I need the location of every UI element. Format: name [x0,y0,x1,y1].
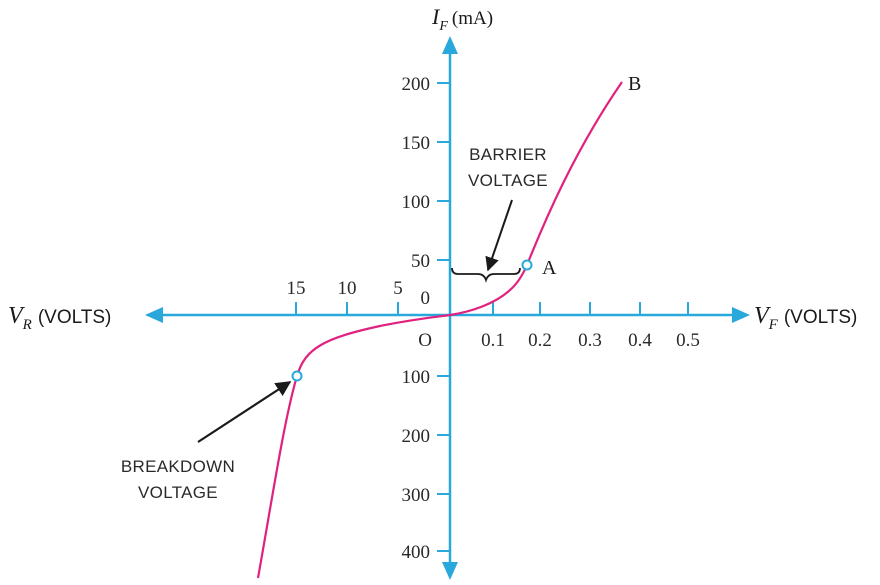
current-tick-label: 100 [402,367,431,388]
breakdown-voltage-arrow [197,381,292,443]
current-tick-label: 300 [402,485,431,506]
origin-label: O [418,330,432,351]
current-tick-label: 50 [411,251,430,272]
point-a-marker [521,259,533,271]
voltage-tick-label: 0.5 [676,330,700,351]
x-axis-positive-title: VF (VOLTS) [754,303,857,333]
x-axis-left-arrowhead [145,307,163,323]
x-axis-negative-title: VR (VOLTS) [8,303,111,333]
vi-characteristic-curve [256,81,623,579]
axes [145,36,750,580]
breakdown-point-marker [291,370,303,382]
tick-marks [295,82,689,552]
current-tick-label: 200 [402,74,431,95]
breakdown-voltage-label: BREAKDOWN [121,457,235,476]
zero-label: 0 [421,288,431,309]
point-b-label: B [628,73,641,95]
barrier-voltage-label: VOLTAGE [468,171,548,190]
barrier-voltage-annotation: BARRIER VOLTAGE [451,145,548,283]
y-axis-top-arrowhead [442,36,458,54]
tick-labels: 200 150 100 50 0 O 100 200 300 400 0.1 0… [287,74,700,563]
barrier-voltage-arrow [485,199,513,272]
barrier-voltage-label: BARRIER [469,145,547,164]
voltage-tick-label: 0.2 [528,330,552,351]
voltage-tick-label: 0.4 [628,330,652,351]
breakdown-voltage-label: VOLTAGE [138,483,218,502]
y-axis-title: IF (mA) [431,4,493,34]
axis-titles: IF (mA) VF (VOLTS) VR (VOLTS) [8,4,857,333]
voltage-tick-label: 0.1 [481,330,505,351]
breakdown-voltage-annotation: BREAKDOWN VOLTAGE [121,381,292,502]
point-a-label: A [542,257,557,279]
voltage-tick-label: 5 [393,278,403,299]
y-axis-bottom-arrowhead [442,562,458,580]
current-tick-label: 150 [402,133,431,154]
voltage-tick-label: 0.3 [578,330,602,351]
x-axis-right-arrowhead [732,307,750,323]
current-tick-label: 400 [402,542,431,563]
current-tick-label: 100 [402,192,431,213]
voltage-tick-label: 15 [287,278,306,299]
current-tick-label: 200 [402,426,431,447]
barrier-voltage-bracket [451,267,521,283]
voltage-tick-label: 10 [338,278,357,299]
